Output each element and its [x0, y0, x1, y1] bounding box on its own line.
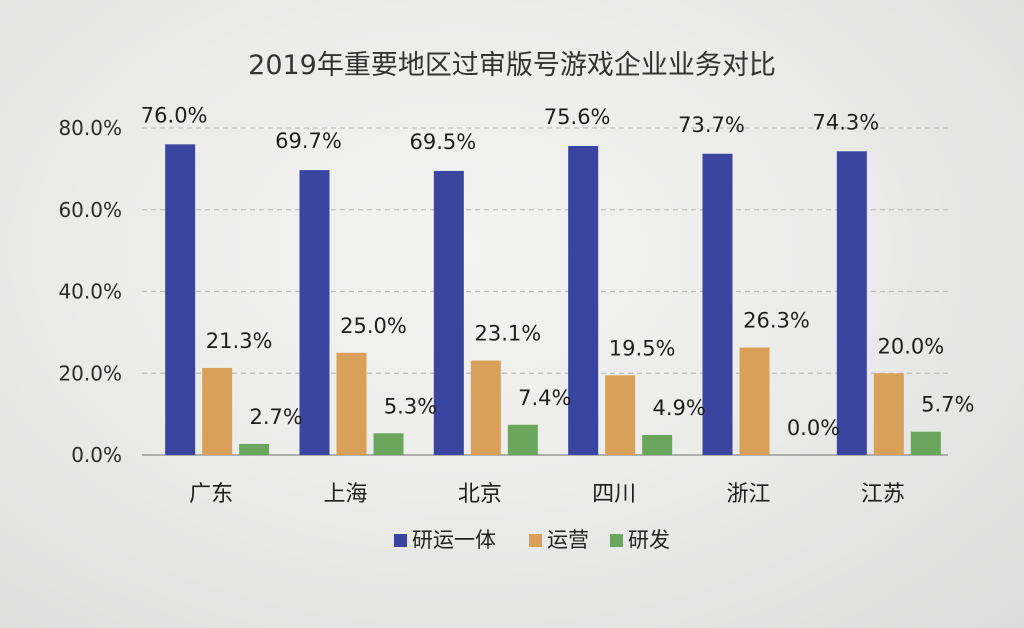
bar-integrated [299, 170, 330, 455]
bar-rnd [507, 424, 538, 455]
data-label: 5.3% [384, 394, 437, 418]
bar-rnd [239, 443, 270, 455]
bar-operation [202, 367, 233, 455]
x-tick-label: 江苏 [861, 482, 905, 507]
data-label: 76.0% [141, 103, 208, 127]
y-axis-ticks: 0.0% 20.0% 40.0% 60.0% 80.0% [58, 116, 122, 467]
y-tick-label: 0.0% [71, 443, 122, 467]
bar-operation [336, 352, 367, 455]
legend-label: 研运一体 [412, 528, 496, 552]
x-tick-label: 上海 [323, 482, 367, 507]
data-label: 74.3% [812, 110, 879, 134]
grid-layer [142, 127, 948, 456]
data-label: 20.0% [877, 334, 944, 358]
data-label: 25.0% [340, 314, 407, 338]
x-tick-label: 四川 [592, 482, 636, 507]
data-label: 5.7% [921, 393, 974, 417]
y-tick-label: 80.0% [58, 116, 122, 140]
bar-integrated [165, 144, 196, 455]
bar-rnd [910, 431, 941, 455]
data-label: 0.0% [787, 416, 840, 440]
data-label: 2.7% [249, 405, 302, 429]
bar-rnd [373, 433, 404, 455]
bar-integrated [702, 153, 733, 455]
data-label: 69.5% [409, 130, 476, 154]
data-label: 73.7% [678, 113, 745, 137]
y-tick-label: 20.0% [58, 361, 122, 385]
bar-operation [873, 373, 904, 455]
bar-integrated [433, 170, 464, 455]
data-label: 23.1% [474, 322, 541, 346]
y-tick-label: 60.0% [58, 198, 122, 222]
bar-operation [605, 375, 636, 455]
legend: 研运一体 运营 研发 [394, 528, 670, 552]
data-label: 21.3% [206, 329, 273, 353]
data-label: 75.6% [544, 105, 611, 129]
x-axis-ticks: 广东 上海 北京 四川 浙江 江苏 [189, 482, 905, 507]
legend-swatch [529, 534, 542, 547]
bar-rnd [642, 434, 673, 455]
bar-integrated [568, 145, 599, 456]
data-label: 7.4% [518, 386, 571, 410]
data-label: 26.3% [743, 308, 810, 332]
bar-integrated [836, 151, 867, 455]
legend-swatch [394, 534, 407, 547]
legend-swatch [610, 534, 623, 547]
bar-operation [470, 360, 501, 455]
data-label: 19.5% [609, 336, 676, 360]
x-tick-label: 浙江 [726, 482, 770, 507]
data-labels-layer: 76.0% 21.3% 2.7% 69.7% 25.0% 5.3% 69.5% 23.1% 7.… [141, 103, 975, 440]
bar-operation [739, 347, 770, 455]
legend-label: 运营 [547, 528, 589, 552]
x-tick-label: 北京 [458, 482, 502, 507]
data-label: 69.7% [275, 129, 342, 153]
legend-label: 研发 [628, 528, 670, 552]
data-label: 4.9% [652, 396, 705, 420]
x-tick-label: 广东 [189, 482, 233, 507]
y-tick-label: 40.0% [58, 280, 122, 304]
chart-title: 2019年重要地区过审版号游戏企业业务对比 [248, 50, 776, 81]
bars-layer [165, 144, 941, 456]
